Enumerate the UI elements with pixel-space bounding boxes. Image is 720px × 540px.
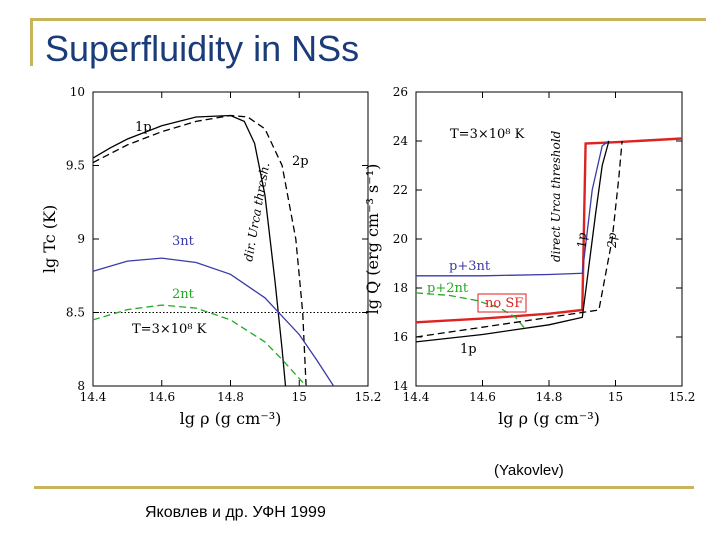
- y-tick-label: 9.5: [66, 159, 85, 173]
- no-sf-label-box: [477, 293, 527, 313]
- series-line-1-4: [92, 304, 307, 387]
- y-tick-label: 16: [393, 330, 408, 344]
- annotation-left-4: 2nt: [172, 287, 195, 302]
- x-tick-label: 15: [608, 390, 623, 404]
- annotation-right-7: no SF: [485, 296, 523, 311]
- x-axis-label: lg ρ (g cm⁻³): [180, 409, 282, 428]
- chart-panel-1: 14.4 14.6 14.8 15 15.2 8 8.5 9 9.5 10 lg ρ (g cm⁻³…: [40, 85, 381, 428]
- y-tick-label: 24: [393, 134, 409, 148]
- annotation-left-1: 1p: [135, 120, 152, 135]
- top-rule: [30, 18, 706, 21]
- y-tick-label: 26: [393, 85, 408, 99]
- y-axis-label: lg Tc (K): [40, 205, 59, 273]
- series-line-2-1: [415, 137, 683, 324]
- credit-label: (Yakovlev): [494, 462, 564, 479]
- bottom-rule: [34, 486, 694, 489]
- annotation-right-6: p+2nt: [427, 281, 469, 296]
- x-tick-label: 15: [292, 390, 307, 404]
- x-tick-label: 14.4: [403, 390, 430, 404]
- x-tick-label: 14.8: [536, 390, 563, 404]
- x-tick-label: 15.2: [669, 390, 696, 404]
- chart-panel-2: 14.4 14.6 14.8 15 15.2 14 16 18 20 22 24 26 lg ρ (g …: [363, 85, 695, 428]
- y-tick-label: 8: [77, 379, 85, 393]
- x-tick-label: 14.6: [469, 390, 496, 404]
- y-tick-label: 10: [70, 85, 85, 99]
- series-line-1-1: [92, 114, 287, 387]
- y-tick-label: 9: [77, 232, 85, 246]
- annotation-left-3: 3nt: [172, 234, 195, 249]
- y-tick-label: 18: [393, 281, 408, 295]
- y-axis-label: lg Q (erg cm⁻³ s⁻¹): [363, 164, 382, 315]
- x-tick-label: 14.4: [80, 390, 107, 404]
- annotation-right-1: T=3×10⁸ K: [450, 127, 525, 142]
- annotation-right-3: 1p: [575, 232, 589, 248]
- y-tick-label: 20: [393, 232, 408, 246]
- series-line-2-3: [415, 292, 527, 331]
- annotation-right-8: 1p: [460, 342, 477, 357]
- x-tick-label: 14.8: [217, 390, 244, 404]
- series-line-2-4: [415, 140, 610, 343]
- series-line-2-5: [415, 140, 623, 338]
- left-rule: [30, 18, 33, 66]
- series-line-2-2: [416, 140, 610, 277]
- annotation-left-6: T=3×10⁸ K: [132, 322, 207, 337]
- x-tick-label: 15.2: [355, 390, 382, 404]
- y-tick-label: 22: [393, 183, 408, 197]
- annotation-left-2: 2p: [292, 154, 309, 169]
- series-line-1-3: [92, 257, 335, 387]
- series-line-1-2: [92, 114, 307, 387]
- slide-title: Superfluidity in NSs: [45, 28, 360, 69]
- reference-label: Яковлев и др. УФН 1999: [145, 504, 326, 521]
- annotation-right-5: p+3nt: [449, 259, 491, 274]
- y-tick-label: 14: [393, 379, 409, 393]
- annotation-right-4: 2p: [605, 232, 619, 249]
- annotation-left-5: dir. Urca thresh.: [241, 161, 272, 262]
- x-axis-label: lg ρ (g cm⁻³): [498, 409, 600, 428]
- x-tick-label: 14.6: [148, 390, 175, 404]
- annotation-right-2: direct Urca threshold: [549, 130, 563, 262]
- y-tick-label: 8.5: [66, 306, 85, 320]
